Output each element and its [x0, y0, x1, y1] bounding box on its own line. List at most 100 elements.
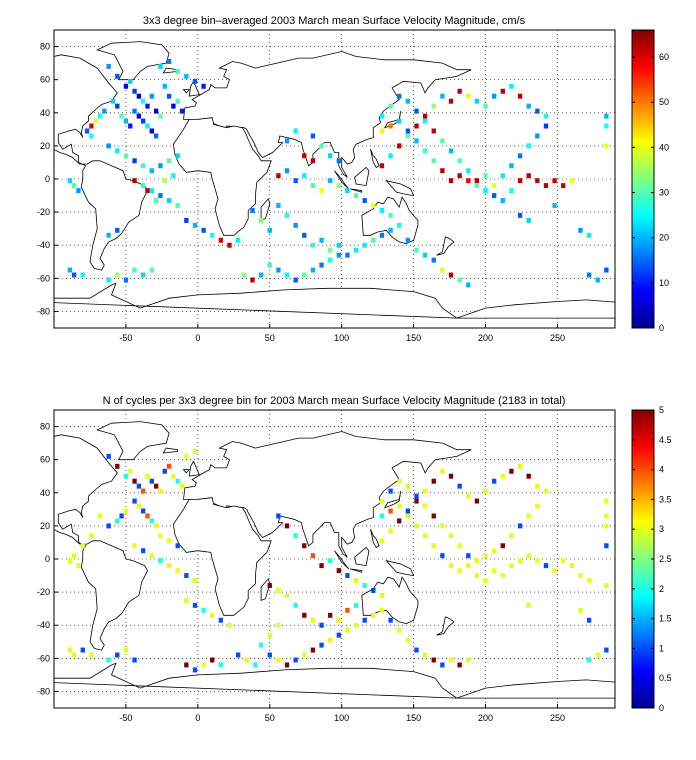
bin-cell: [267, 652, 272, 658]
bin-cell: [388, 227, 393, 233]
coastline: [436, 236, 455, 256]
bin-cell: [141, 488, 146, 494]
bin-cell: [405, 508, 411, 514]
cycle-count-bins: [67, 448, 609, 673]
bin-cell: [336, 242, 341, 248]
coastline: [183, 431, 472, 558]
coastline: [188, 460, 200, 477]
bin-cell: [328, 558, 333, 564]
bin-cell: [422, 533, 428, 539]
bin-cell: [267, 583, 272, 588]
bin-cell: [492, 93, 497, 99]
bin-cell: [595, 277, 600, 283]
bin-cell: [440, 93, 445, 99]
colorbar-tick-label: 1.5: [659, 614, 672, 624]
bin-cell: [132, 498, 137, 504]
bin-cell: [123, 473, 129, 479]
bin-cell: [388, 508, 393, 514]
bin-cell: [145, 473, 150, 479]
bin-cell: [158, 558, 163, 564]
colorbar-tick-label: 4: [659, 465, 664, 475]
bin-cell: [149, 267, 154, 273]
colorbar-tick-label: 10: [659, 278, 669, 288]
coastline: [162, 67, 179, 74]
bin-cell: [328, 247, 333, 253]
bin-cell: [474, 558, 480, 564]
bin-cell: [379, 513, 385, 519]
bin-cell: [166, 538, 172, 544]
bin-cell: [293, 533, 298, 539]
coastline: [436, 616, 455, 636]
bin-cell: [149, 168, 154, 174]
bin-cell: [102, 108, 107, 114]
bin-cell: [201, 662, 206, 668]
bin-cell: [345, 252, 350, 258]
bin-cell: [336, 183, 341, 189]
bin-cell: [184, 573, 189, 579]
bin-cell: [517, 153, 523, 159]
bin-cell: [132, 108, 137, 114]
bin-cell: [336, 632, 341, 638]
bin-cell: [526, 513, 531, 519]
bin-cell: [115, 272, 120, 278]
bin-cell: [353, 247, 359, 253]
colorbar-tick-label: 2.5: [659, 554, 672, 564]
bin-cell: [141, 183, 146, 189]
bin-cell: [158, 533, 163, 539]
coastline: [361, 576, 419, 625]
bin-cell: [379, 607, 385, 613]
bin-cell: [162, 178, 167, 184]
bin-cell: [153, 483, 159, 489]
bin-cell: [483, 553, 488, 559]
y-tick-label: -40: [37, 240, 50, 250]
bin-cell: [192, 78, 198, 84]
colorbar-tick-label: 30: [659, 188, 669, 198]
bin-cell: [132, 88, 137, 94]
bin-cell: [578, 607, 583, 613]
bin-cell: [123, 277, 129, 283]
bin-cell: [595, 652, 600, 658]
colorbar-tick-label: 1: [659, 643, 664, 653]
y-axis-cycles: 80 60 40 20 0 -20 -40 -60 -80: [37, 422, 58, 696]
bin-cell: [106, 657, 111, 663]
bin-cell: [267, 632, 272, 638]
bin-cell: [466, 657, 471, 663]
bin-cell: [184, 453, 189, 459]
bin-cell: [362, 242, 367, 248]
bin-cell: [158, 113, 163, 119]
colorbar-cycles: [631, 409, 655, 709]
bin-cell: [241, 272, 247, 278]
bin-cell: [526, 217, 531, 223]
bin-cell: [405, 98, 411, 104]
bin-cell: [448, 178, 454, 184]
bin-cell: [345, 627, 350, 633]
bin-cell: [227, 242, 232, 248]
bin-cell: [328, 612, 333, 618]
bin-cell: [405, 483, 411, 489]
bin-cell: [604, 113, 609, 119]
bin-cell: [535, 108, 540, 114]
y-tick-label: 20: [40, 141, 50, 151]
bin-cell: [67, 178, 72, 184]
bin-cell: [319, 622, 324, 628]
bin-cell: [132, 543, 137, 549]
bin-cell: [153, 133, 159, 139]
colorbar-tick-label: 0: [659, 703, 664, 713]
bin-cell: [535, 558, 540, 564]
bin-cell: [149, 553, 154, 559]
bin-cell: [201, 227, 206, 233]
bin-cell: [132, 657, 137, 663]
bin-cell: [500, 198, 505, 204]
bin-cell: [218, 237, 224, 243]
bin-cell: [84, 128, 90, 134]
bin-cell: [379, 163, 385, 169]
coastlines-cycles: [54, 421, 615, 699]
bin-cell: [440, 468, 445, 474]
bin-cell: [141, 118, 146, 124]
bin-cell: [604, 523, 609, 529]
bin-cell: [422, 148, 428, 154]
bin-cell: [93, 118, 98, 124]
bin-cell: [310, 242, 316, 248]
bin-cell: [483, 103, 488, 109]
bin-cell: [158, 193, 163, 199]
